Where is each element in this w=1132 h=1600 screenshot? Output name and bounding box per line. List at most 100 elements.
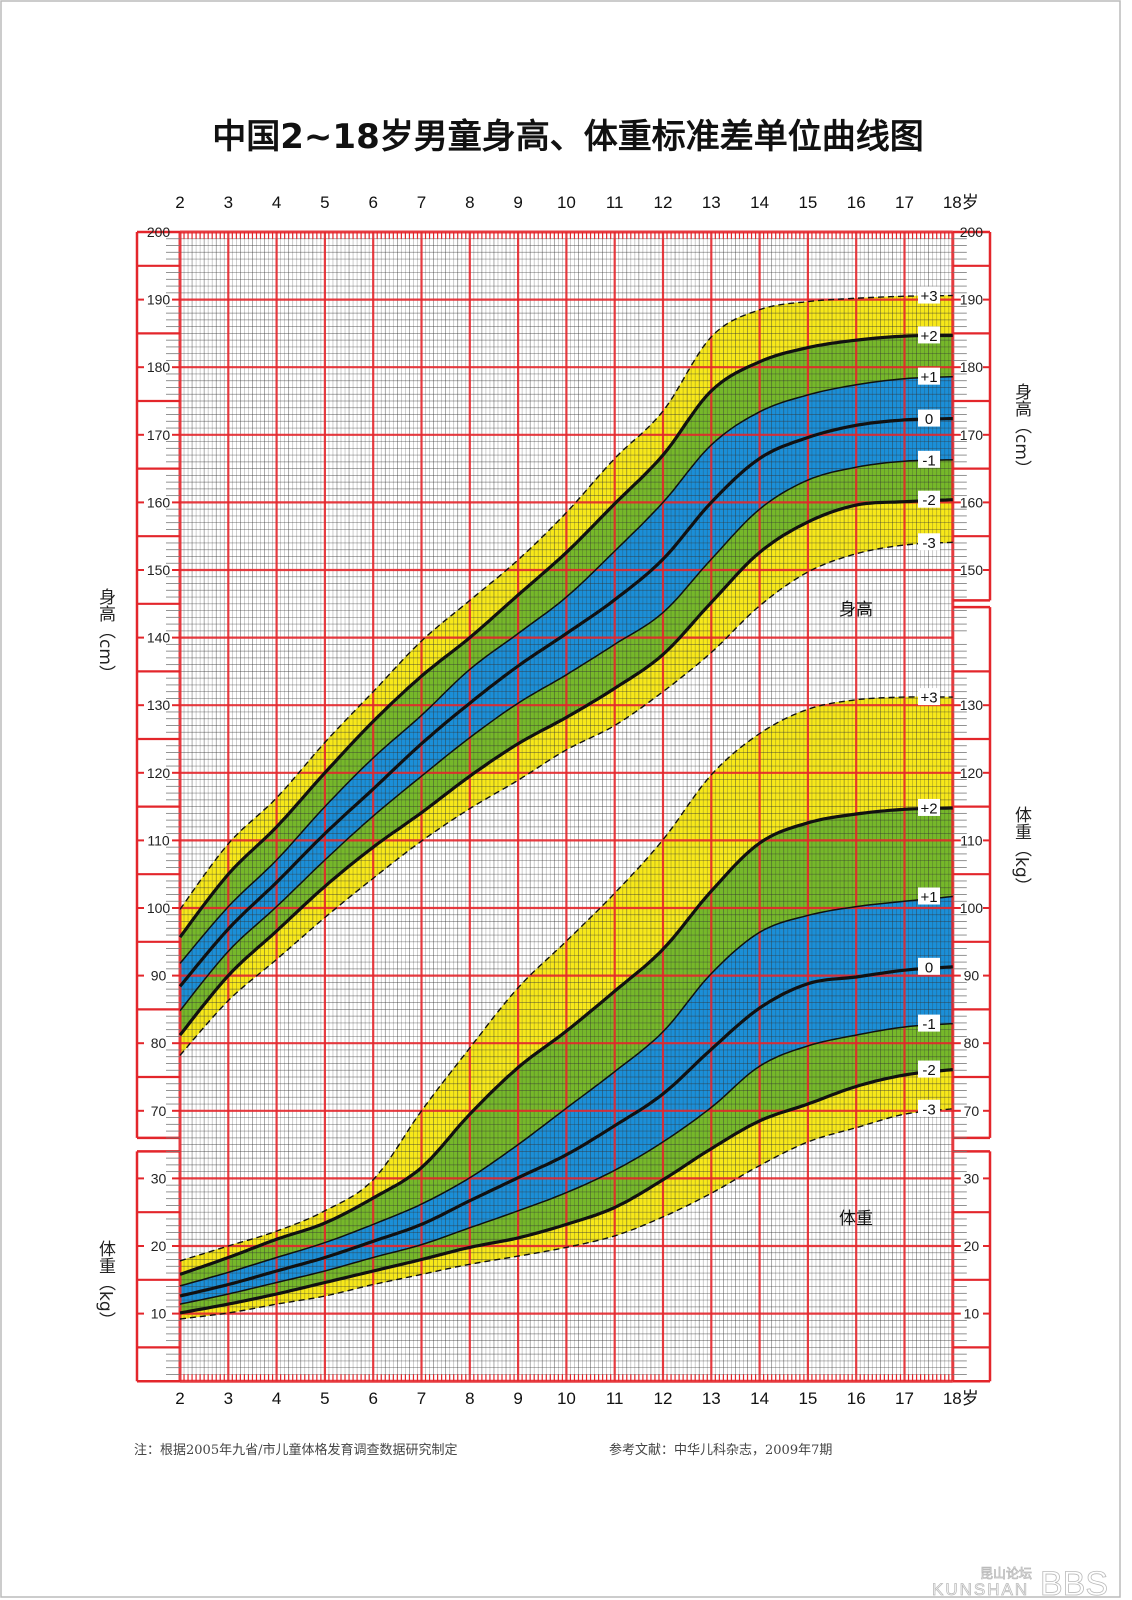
weight-curve-sd-plus2 bbox=[179, 806, 953, 1276]
left-axis-tick-label: 140 bbox=[147, 630, 171, 646]
sd-curves bbox=[178, 294, 953, 1320]
bottom-age-label: 10 bbox=[557, 1389, 576, 1408]
top-age-label: 18岁 bbox=[943, 193, 979, 212]
bottom-age-label: 3 bbox=[224, 1389, 233, 1408]
left-axis-tick-label: 70 bbox=[151, 1103, 167, 1119]
right-axis-tick-label: 110 bbox=[960, 832, 983, 848]
left-height-axis-title: 身高（cm） bbox=[95, 588, 116, 682]
label-background bbox=[918, 688, 940, 706]
label-background bbox=[918, 409, 940, 427]
sd-end-label: +2 bbox=[918, 798, 940, 817]
label-background bbox=[918, 957, 940, 975]
sd-end-label: +3 bbox=[918, 286, 940, 305]
right-axis-tick-label: 150 bbox=[960, 562, 984, 578]
weight-curve-sd-plus1 bbox=[179, 895, 953, 1287]
height-curve-sd-minus1 bbox=[179, 459, 953, 1012]
left-axis-tick-label: 110 bbox=[147, 832, 170, 848]
weight-curve-sd-minus3 bbox=[179, 1108, 953, 1320]
sd-end-label: +3 bbox=[918, 688, 940, 707]
sd-label: +1 bbox=[920, 889, 937, 906]
bottom-age-label: 18岁 bbox=[943, 1389, 979, 1408]
bottom-age-label: 7 bbox=[417, 1389, 426, 1408]
height-curve-sd-plus2 bbox=[178, 333, 953, 939]
bottom-age-label: 5 bbox=[320, 1389, 329, 1408]
label-background bbox=[918, 326, 940, 344]
watermark: 昆山论坛 KUNSHAN BBS bbox=[932, 1565, 1109, 1600]
right-axis-tick-label: 180 bbox=[960, 359, 984, 375]
top-age-label: 13 bbox=[702, 193, 721, 212]
sd-end-label: -3 bbox=[918, 1099, 940, 1118]
top-age-label: 9 bbox=[513, 193, 522, 212]
left-axis-tick-label: 200 bbox=[147, 224, 171, 240]
bottom-age-label: 12 bbox=[654, 1389, 673, 1408]
top-age-label: 3 bbox=[224, 193, 233, 212]
top-age-label: 14 bbox=[750, 193, 769, 212]
bottom-age-label: 14 bbox=[750, 1389, 769, 1408]
sd-label: -3 bbox=[922, 1101, 935, 1118]
label-background bbox=[918, 1014, 940, 1032]
bottom-age-label: 11 bbox=[606, 1389, 624, 1408]
left-axis-tick-label: 100 bbox=[147, 900, 171, 916]
right-axis-tick-label: 90 bbox=[964, 968, 980, 984]
right-axis-tick-label: 80 bbox=[964, 1035, 980, 1051]
right-axis-tick-label: 20 bbox=[964, 1238, 980, 1254]
sd-end-label: -2 bbox=[918, 490, 940, 509]
right-axis-tick-label: 70 bbox=[964, 1103, 980, 1119]
left-axis-tick-label: 30 bbox=[151, 1170, 167, 1186]
left-axis-tick-label: 180 bbox=[147, 359, 171, 375]
age-axis-labels: 2 2 3 3 4 4 5 5 6 6 7 7 8 8 9 9 10 10 11 11 12 12 13 13 14 14 15 15… bbox=[175, 193, 978, 1408]
left-weight-axis-title: 体重（kg） bbox=[95, 1240, 116, 1329]
right-axis-tick-label: 190 bbox=[960, 292, 984, 308]
bottom-age-label: 8 bbox=[465, 1389, 474, 1408]
left-axis-tick-label: 160 bbox=[147, 494, 171, 510]
top-age-label: 2 bbox=[175, 193, 184, 212]
bottom-age-label: 9 bbox=[513, 1389, 522, 1408]
sd-end-label: -1 bbox=[918, 450, 940, 469]
sd-end-label: 0 bbox=[918, 409, 940, 428]
right-axis-tick-label: 200 bbox=[960, 224, 984, 240]
top-age-label: 17 bbox=[895, 193, 914, 212]
sd-label: -1 bbox=[922, 452, 935, 469]
top-age-label: 15 bbox=[798, 193, 817, 212]
right-axis-tick-label: 170 bbox=[960, 427, 984, 443]
sd-label: +2 bbox=[920, 800, 937, 817]
top-age-label: 11 bbox=[606, 193, 624, 212]
bottom-age-label: 13 bbox=[702, 1389, 721, 1408]
left-axis-tick-label: 80 bbox=[151, 1035, 167, 1051]
watermark-en: KUNSHAN bbox=[932, 1580, 1029, 1599]
label-background bbox=[918, 1060, 940, 1078]
label-background bbox=[918, 533, 940, 551]
top-age-label: 12 bbox=[654, 193, 673, 212]
weight-curve-sd-minus2 bbox=[179, 1068, 953, 1315]
left-axis-tick-label: 120 bbox=[147, 765, 171, 781]
bottom-age-label: 16 bbox=[847, 1389, 866, 1408]
sd-label: -2 bbox=[922, 492, 935, 509]
sd-end-label: +1 bbox=[918, 887, 940, 906]
weight-curve-sd-minus1 bbox=[179, 1022, 953, 1305]
bottom-age-label: 6 bbox=[368, 1389, 377, 1408]
right-axis-tick-label: 30 bbox=[964, 1170, 980, 1186]
label-background bbox=[918, 450, 940, 468]
axes: 2001901801701601501401301201101009080703… bbox=[135, 224, 992, 1383]
sd-end-label: +1 bbox=[918, 367, 940, 386]
right-weight-axis-title: 体重（kg） bbox=[1011, 806, 1032, 895]
sd-label: +3 bbox=[920, 288, 937, 305]
height-curve-sd-plus1 bbox=[179, 375, 953, 964]
weight-section-label: 体重 bbox=[839, 1209, 873, 1229]
left-axis-tick-label: 90 bbox=[151, 968, 167, 984]
height-curve-sd-plus3 bbox=[179, 294, 953, 910]
label-background bbox=[918, 367, 940, 385]
sd-label: +1 bbox=[920, 369, 937, 386]
top-age-label: 8 bbox=[465, 193, 474, 212]
chart-title: 中国2~18岁男童身高、体重标准差单位曲线图 bbox=[212, 117, 923, 157]
right-axis-tick-label: 120 bbox=[960, 765, 984, 781]
label-background bbox=[918, 1099, 940, 1117]
label-background bbox=[918, 798, 940, 816]
sd-label: -1 bbox=[922, 1016, 935, 1033]
top-age-label: 7 bbox=[417, 193, 426, 212]
grid bbox=[178, 230, 955, 1383]
weight-curve-sd-0 bbox=[179, 965, 953, 1298]
left-axis-tick-label: 150 bbox=[147, 562, 171, 578]
left-axis-tick-label: 130 bbox=[147, 697, 171, 713]
